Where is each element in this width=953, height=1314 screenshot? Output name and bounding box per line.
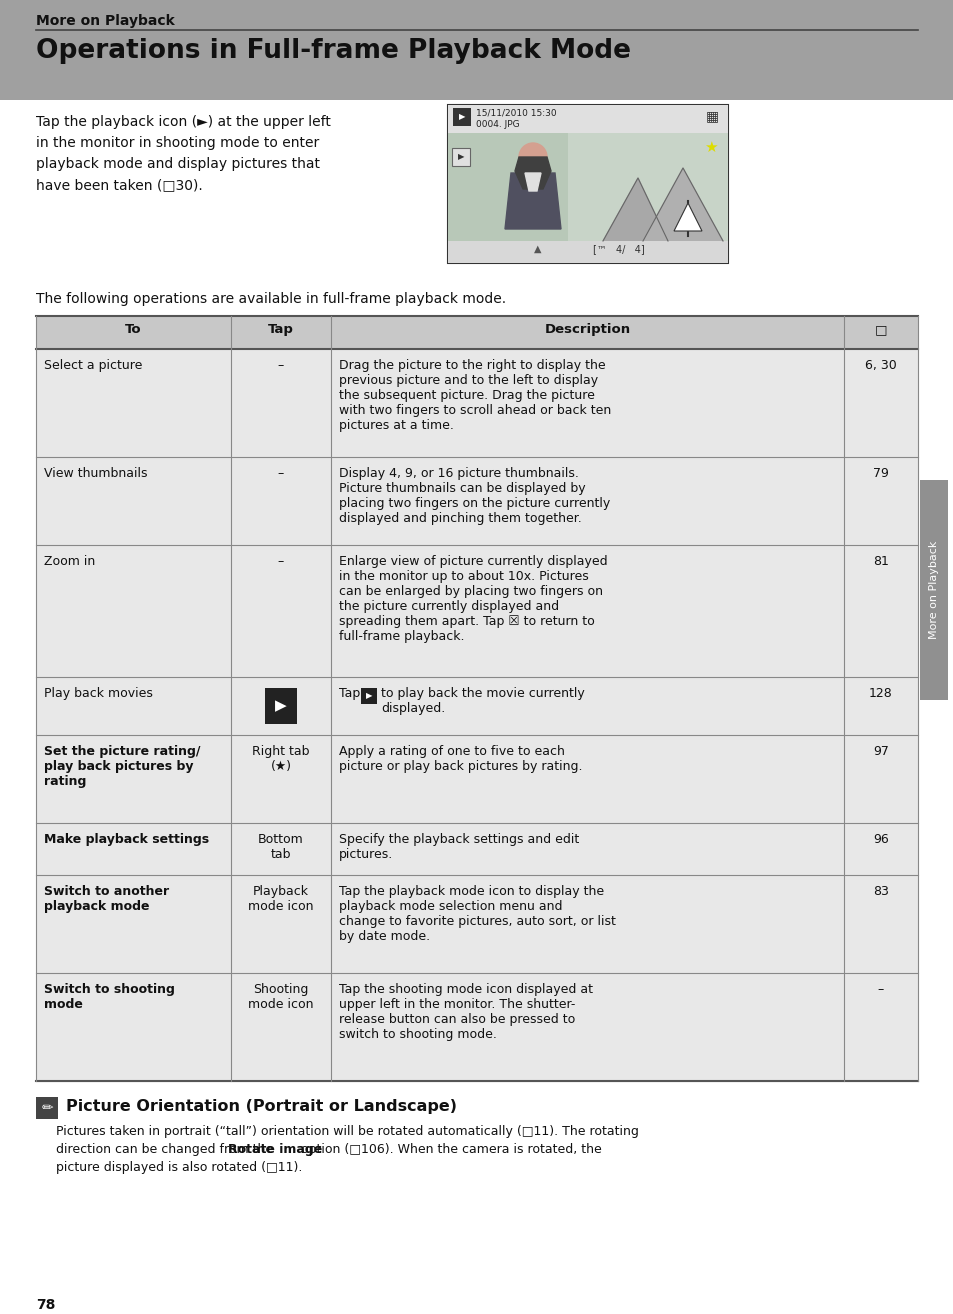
Polygon shape [673,202,701,231]
Text: ▶: ▶ [274,699,287,714]
Bar [919,480,947,700]
Text: 97: 97 [872,745,888,758]
Text: ▶: ▶ [458,113,465,121]
Text: direction can be changed from the: direction can be changed from the [56,1143,276,1156]
Text: 78: 78 [36,1298,55,1311]
Text: Apply a rating of one to five to each
picture or play back pictures by rating.: Apply a rating of one to five to each pi… [338,745,582,773]
Bar [36,1097,58,1120]
Text: Bottom
tab: Bottom tab [258,833,304,861]
Text: ▦: ▦ [705,109,719,124]
Text: 96: 96 [872,833,888,846]
Bar [36,972,917,1081]
Text: To: To [125,323,142,336]
Text: 6, 30: 6, 30 [864,359,896,372]
Polygon shape [524,173,540,191]
Bar [36,735,917,823]
Text: Set the picture rating/
play back pictures by
rating: Set the picture rating/ play back pictur… [44,745,200,788]
Text: Operations in Full-frame Playback Mode: Operations in Full-frame Playback Mode [36,38,630,64]
Text: in the monitor in shooting mode to enter: in the monitor in shooting mode to enter [36,137,319,150]
Polygon shape [642,168,722,240]
Text: Switch to shooting
mode: Switch to shooting mode [44,983,174,1010]
Text: Right tab
(★): Right tab (★) [252,745,310,773]
Text: Switch to another
playback mode: Switch to another playback mode [44,886,169,913]
Text: □: □ [874,323,886,336]
Bar [360,689,376,704]
Text: Display 4, 9, or 16 picture thumbnails.
Picture thumbnails can be displayed by
p: Display 4, 9, or 16 picture thumbnails. … [338,466,610,526]
Bar [452,148,470,166]
Text: ▶: ▶ [365,691,372,700]
Text: Tap: Tap [338,687,364,700]
Text: Picture Orientation (Portrait or Landscape): Picture Orientation (Portrait or Landsca… [66,1099,456,1114]
Text: The following operations are available in full-frame playback mode.: The following operations are available i… [36,292,506,306]
Text: 15/11/2010 15:30: 15/11/2010 15:30 [476,109,556,118]
Text: 83: 83 [872,886,888,897]
Polygon shape [602,177,667,240]
Text: have been taken (□30).: have been taken (□30). [36,177,203,192]
Text: Shooting
mode icon: Shooting mode icon [248,983,314,1010]
Text: View thumbnails: View thumbnails [44,466,148,480]
Text: –: – [277,359,284,372]
Bar [265,689,296,724]
Text: Specify the playback settings and edit
pictures.: Specify the playback settings and edit p… [338,833,578,861]
Circle shape [518,143,546,171]
Bar [448,240,727,263]
Text: More on Playback: More on Playback [928,541,938,639]
Text: Enlarge view of picture currently displayed
in the monitor up to about 10x. Pict: Enlarge view of picture currently displa… [338,555,607,643]
Bar [567,133,727,240]
Text: [™   4/   4]: [™ 4/ 4] [593,244,644,254]
Bar [36,875,917,972]
Text: ★: ★ [703,141,718,155]
Text: –: – [277,555,284,568]
Text: Tap the shooting mode icon displayed at
upper left in the monitor. The shutter-
: Tap the shooting mode icon displayed at … [338,983,593,1041]
Text: Tap the playback icon (►) at the upper left: Tap the playback icon (►) at the upper l… [36,116,331,129]
Text: Description: Description [544,323,630,336]
Bar [0,0,953,100]
Text: Drag the picture to the right to display the
previous picture and to the left to: Drag the picture to the right to display… [338,359,611,432]
Text: playback mode and display pictures that: playback mode and display pictures that [36,156,319,171]
Bar [36,545,917,677]
Text: –: – [877,983,883,996]
Polygon shape [504,173,560,229]
Bar [36,677,917,735]
Bar [448,105,727,133]
Text: Playback
mode icon: Playback mode icon [248,886,314,913]
Text: Pictures taken in portrait (“tall”) orientation will be rotated automatically (□: Pictures taken in portrait (“tall”) orie… [56,1125,639,1138]
Text: 0004. JPG: 0004. JPG [476,120,519,129]
Bar [36,350,917,457]
Text: ▲: ▲ [534,244,541,254]
Bar [453,108,471,126]
Text: 128: 128 [868,687,892,700]
Text: More on Playback: More on Playback [36,14,174,28]
Text: –: – [277,466,284,480]
Text: to play back the movie currently
displayed.: to play back the movie currently display… [380,687,584,715]
Text: Tap: Tap [268,323,294,336]
Text: Play back movies: Play back movies [44,687,152,700]
Bar [448,133,727,240]
Bar [36,457,917,545]
Text: Rotate image: Rotate image [228,1143,321,1156]
Bar [36,315,917,350]
Bar [448,105,727,263]
Text: Tap the playback mode icon to display the
playback mode selection menu and
chang: Tap the playback mode icon to display th… [338,886,616,943]
Text: 79: 79 [872,466,888,480]
Text: Make playback settings: Make playback settings [44,833,209,846]
Text: Select a picture: Select a picture [44,359,142,372]
Text: picture displayed is also rotated (□11).: picture displayed is also rotated (□11). [56,1162,302,1173]
Text: option (□106). When the camera is rotated, the: option (□106). When the camera is rotate… [297,1143,601,1156]
Bar [36,823,917,875]
Text: 81: 81 [872,555,888,568]
Polygon shape [515,156,551,189]
Text: ✏: ✏ [41,1101,52,1116]
Text: ▶: ▶ [457,152,464,162]
Text: Zoom in: Zoom in [44,555,95,568]
